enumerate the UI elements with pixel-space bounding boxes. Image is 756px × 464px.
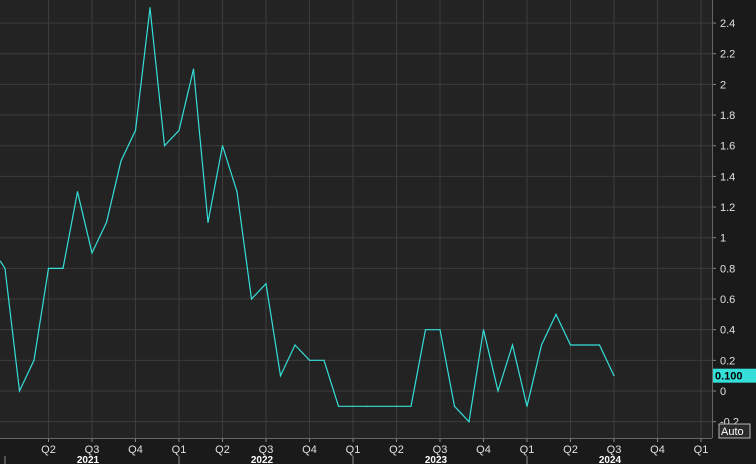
data-point bbox=[439, 329, 441, 331]
data-point bbox=[4, 267, 6, 269]
data-point bbox=[236, 191, 238, 193]
gridlines bbox=[0, 0, 712, 438]
y-tick-label: 1.4 bbox=[720, 171, 735, 183]
series-line bbox=[0, 7, 615, 424]
data-point bbox=[105, 221, 108, 223]
x-tick-label: Q2 bbox=[389, 444, 404, 456]
data-point bbox=[308, 359, 311, 361]
year-label: 2022 bbox=[251, 455, 274, 464]
data-point bbox=[120, 160, 122, 162]
data-point bbox=[294, 344, 296, 346]
x-tick-label: Q4 bbox=[476, 444, 491, 456]
data-point bbox=[207, 221, 209, 223]
auto-scale-button-label[interactable]: Auto bbox=[721, 426, 744, 438]
x-tick-label: Q3 bbox=[259, 444, 274, 456]
data-point bbox=[540, 344, 543, 346]
x-tick-label: Q3 bbox=[607, 444, 622, 456]
y-tick-label: 2 bbox=[720, 79, 726, 91]
data-point bbox=[163, 145, 166, 147]
x-tick-label: Q1 bbox=[346, 444, 361, 456]
data-point bbox=[497, 390, 499, 392]
data-point bbox=[453, 405, 456, 407]
x-tick-label: Q2 bbox=[41, 444, 56, 456]
last-value-readout: 0.100 bbox=[713, 368, 756, 383]
x-tick-label: Q2 bbox=[215, 444, 230, 456]
data-point bbox=[395, 405, 398, 407]
data-point bbox=[323, 359, 325, 361]
y-tick-label: 1 bbox=[720, 233, 726, 245]
x-tick-label: Q1 bbox=[694, 444, 709, 456]
x-tick-label: Q3 bbox=[433, 444, 448, 456]
x-tick-label: Q2 bbox=[563, 444, 578, 456]
data-point bbox=[18, 390, 21, 392]
data-point bbox=[598, 344, 601, 346]
data-point bbox=[279, 375, 282, 377]
year-label: 2024 bbox=[599, 455, 622, 464]
x-tick-label: Q4 bbox=[302, 444, 317, 456]
y-tick-label: 1.2 bbox=[720, 202, 735, 214]
x-tick-label: Q3 bbox=[85, 444, 100, 456]
series-layer bbox=[0, 7, 615, 424]
x-axis: Q2 Q3 Q4 Q1 Q2 Q3 Q4 Q1 Q2 Q3 Q4 Q1 Q2 Q3 Q4 Q1 2021 2022… bbox=[0, 438, 712, 464]
data-point bbox=[584, 344, 586, 346]
last-value-readout-text: 0.100 bbox=[715, 371, 743, 383]
data-point bbox=[381, 405, 383, 407]
auto-scale-button-bg[interactable] bbox=[718, 423, 751, 439]
plot-area bbox=[0, 0, 712, 438]
data-point bbox=[178, 129, 180, 131]
data-point bbox=[76, 191, 79, 193]
year-label: 2023 bbox=[425, 455, 448, 464]
y-tick-label: 1.6 bbox=[720, 141, 735, 153]
x-tick-label: Q4 bbox=[128, 444, 143, 456]
data-point bbox=[337, 405, 340, 407]
y-tick-label: 0.2 bbox=[720, 355, 735, 367]
data-point bbox=[250, 298, 253, 300]
y-tick-label: 0.6 bbox=[720, 294, 735, 306]
data-point bbox=[613, 375, 615, 377]
data-point bbox=[366, 405, 369, 407]
data-point bbox=[192, 68, 195, 70]
data-point bbox=[149, 7, 151, 9]
x-tick-label: Q1 bbox=[172, 444, 187, 456]
data-point bbox=[482, 329, 485, 331]
last-value-readout-bg bbox=[713, 368, 756, 383]
auto-scale-button[interactable]: Auto bbox=[718, 423, 751, 439]
data-point bbox=[221, 145, 224, 147]
y-tick-label: 0.8 bbox=[720, 263, 735, 275]
data-point bbox=[468, 421, 470, 423]
data-point bbox=[352, 405, 354, 407]
data-point bbox=[33, 359, 35, 361]
y-tick-label: 0 bbox=[720, 386, 726, 398]
data-point bbox=[47, 267, 50, 269]
data-point bbox=[62, 267, 64, 269]
data-point bbox=[526, 405, 528, 407]
data-point bbox=[555, 313, 557, 315]
x-tick-label: Q4 bbox=[650, 444, 665, 456]
data-point bbox=[569, 344, 572, 346]
y-tick-label: 2.2 bbox=[720, 49, 735, 61]
y-tick-label: 2.4 bbox=[720, 18, 735, 30]
data-point bbox=[424, 329, 427, 331]
data-point bbox=[511, 344, 514, 346]
data-point bbox=[265, 283, 267, 285]
data-point bbox=[91, 252, 93, 254]
data-point bbox=[134, 129, 137, 131]
x-tick-label: Q1 bbox=[520, 444, 535, 456]
data-point bbox=[410, 405, 412, 407]
y-tick-label: 1.8 bbox=[720, 110, 735, 122]
year-label: 2021 bbox=[77, 455, 100, 464]
y-tick-label: 0.4 bbox=[720, 325, 735, 337]
